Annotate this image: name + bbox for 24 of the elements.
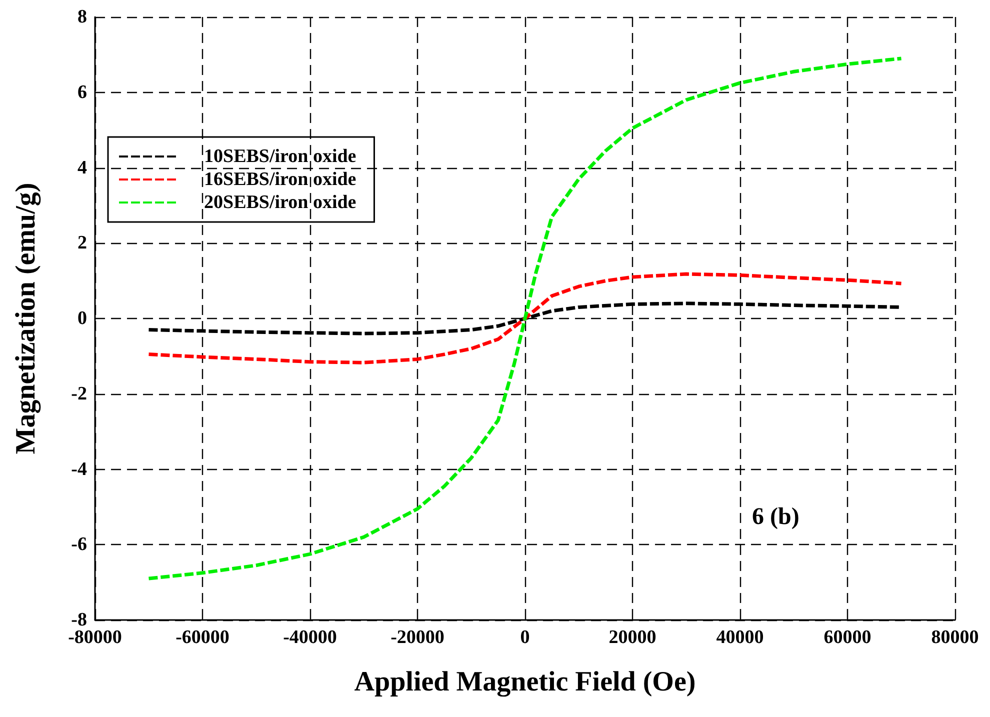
line-series bbox=[147, 272, 903, 364]
y-tick-label: -4 bbox=[71, 458, 88, 480]
y-axis-title: Magnetization (emu/g) bbox=[10, 182, 42, 454]
x-tick-label: 0 bbox=[520, 627, 530, 648]
x-tick-label: -20000 bbox=[390, 627, 444, 648]
legend-label: 20SEBS/iron oxide bbox=[204, 192, 356, 213]
x-tick-label: 60000 bbox=[824, 627, 872, 648]
line-series bbox=[147, 56, 903, 580]
y-tick-label: -2 bbox=[71, 383, 87, 404]
y-tick-label: 2 bbox=[78, 232, 87, 254]
x-tick-label: -40000 bbox=[283, 627, 337, 648]
x-tick-label: -60000 bbox=[176, 627, 230, 648]
legend-label: 16SEBS/iron oxide bbox=[204, 169, 356, 190]
annotation: 6 (b) bbox=[752, 504, 800, 530]
y-tick-label: 0 bbox=[78, 308, 87, 329]
x-tick-label: 20000 bbox=[608, 627, 656, 648]
y-tick-label: -6 bbox=[71, 534, 87, 556]
y-tick-label: 8 bbox=[78, 6, 87, 28]
x-tick-label: 40000 bbox=[716, 627, 764, 648]
legend-label: 10SEBS/iron oxide bbox=[204, 146, 356, 167]
x-axis-title: Applied Magnetic Field (Oe) bbox=[354, 666, 696, 698]
x-tick-label: 80000 bbox=[931, 627, 979, 648]
y-tick-label: 6 bbox=[78, 82, 87, 103]
y-tick-label: 4 bbox=[78, 157, 88, 178]
